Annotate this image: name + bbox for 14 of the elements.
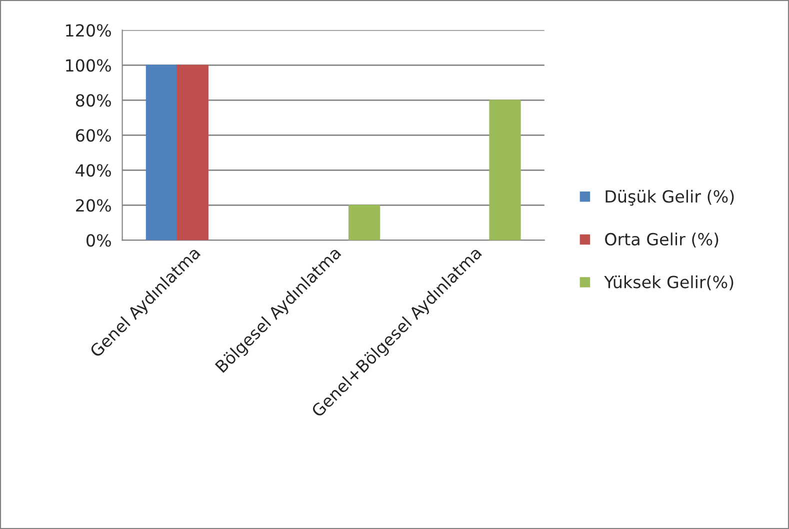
y-tick-label: 20% bbox=[76, 199, 111, 212]
y-tick-label: 120% bbox=[66, 24, 111, 37]
bar bbox=[176, 64, 208, 240]
bar bbox=[489, 100, 521, 240]
bar bbox=[348, 204, 380, 240]
bar bbox=[146, 64, 178, 240]
y-tick-label: 40% bbox=[76, 164, 111, 177]
y-tick-label: 0% bbox=[86, 234, 111, 247]
y-tick-label: 80% bbox=[76, 94, 111, 107]
y-tick-label: 100% bbox=[66, 59, 111, 72]
y-tick-label: 60% bbox=[76, 129, 111, 142]
legend-label: Yüksek Gelir(%) bbox=[604, 275, 734, 290]
legend-label: Orta Gelir (%) bbox=[605, 232, 718, 248]
legend-label: Düşük Gelir (%) bbox=[606, 190, 734, 206]
